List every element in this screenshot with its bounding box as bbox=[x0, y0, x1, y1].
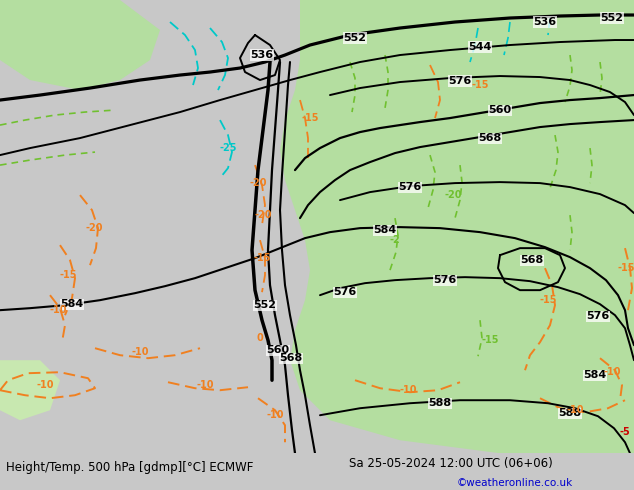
Text: 584: 584 bbox=[373, 225, 397, 235]
Text: -10: -10 bbox=[197, 380, 214, 390]
Text: 568: 568 bbox=[280, 353, 302, 363]
Text: -10: -10 bbox=[36, 380, 54, 390]
Text: 536: 536 bbox=[533, 17, 557, 27]
Text: 552: 552 bbox=[344, 33, 366, 43]
Text: -20: -20 bbox=[254, 210, 272, 220]
Text: 576: 576 bbox=[398, 182, 422, 192]
Text: ©weatheronline.co.uk: ©weatheronline.co.uk bbox=[456, 478, 573, 489]
Text: -15: -15 bbox=[471, 80, 489, 90]
Text: -15: -15 bbox=[301, 113, 319, 123]
Text: -20: -20 bbox=[444, 190, 462, 200]
Text: 568: 568 bbox=[521, 255, 543, 265]
Text: -20: -20 bbox=[249, 178, 267, 188]
Text: 576: 576 bbox=[586, 311, 610, 321]
Text: -10: -10 bbox=[266, 410, 284, 420]
Text: 576: 576 bbox=[333, 287, 356, 297]
Text: -5: -5 bbox=[619, 427, 630, 437]
Text: -15: -15 bbox=[481, 335, 499, 345]
Text: Sa 25-05-2024 12:00 UTC (06+06): Sa 25-05-2024 12:00 UTC (06+06) bbox=[349, 457, 552, 470]
Text: 568: 568 bbox=[479, 133, 501, 143]
Text: 552: 552 bbox=[254, 300, 276, 310]
Text: -15: -15 bbox=[59, 270, 77, 280]
Text: 552: 552 bbox=[600, 13, 623, 23]
Text: -25: -25 bbox=[219, 143, 236, 153]
Text: 584: 584 bbox=[60, 299, 84, 309]
Text: -2: -2 bbox=[390, 235, 401, 245]
Text: 588: 588 bbox=[429, 398, 451, 408]
Text: 576: 576 bbox=[448, 76, 472, 86]
Text: -10: -10 bbox=[49, 305, 67, 315]
Text: 588: 588 bbox=[559, 408, 581, 418]
Text: 576: 576 bbox=[434, 275, 456, 285]
Text: -20: -20 bbox=[85, 223, 103, 233]
Polygon shape bbox=[280, 0, 634, 453]
Text: -10: -10 bbox=[603, 367, 621, 377]
Text: -15: -15 bbox=[540, 295, 557, 305]
Text: -10: -10 bbox=[399, 385, 417, 395]
Text: 544: 544 bbox=[469, 42, 492, 52]
Text: 0: 0 bbox=[257, 333, 263, 343]
Text: 536: 536 bbox=[250, 50, 273, 60]
Text: -10: -10 bbox=[131, 347, 149, 357]
Text: Height/Temp. 500 hPa [gdmp][°C] ECMWF: Height/Temp. 500 hPa [gdmp][°C] ECMWF bbox=[6, 462, 254, 474]
Text: -10: -10 bbox=[566, 405, 584, 415]
Text: 584: 584 bbox=[583, 370, 607, 380]
Text: 560: 560 bbox=[488, 105, 512, 115]
Text: -15: -15 bbox=[618, 263, 634, 273]
Polygon shape bbox=[0, 0, 160, 90]
Polygon shape bbox=[0, 360, 60, 420]
Text: 560: 560 bbox=[266, 345, 290, 355]
Text: -15: -15 bbox=[253, 253, 271, 263]
